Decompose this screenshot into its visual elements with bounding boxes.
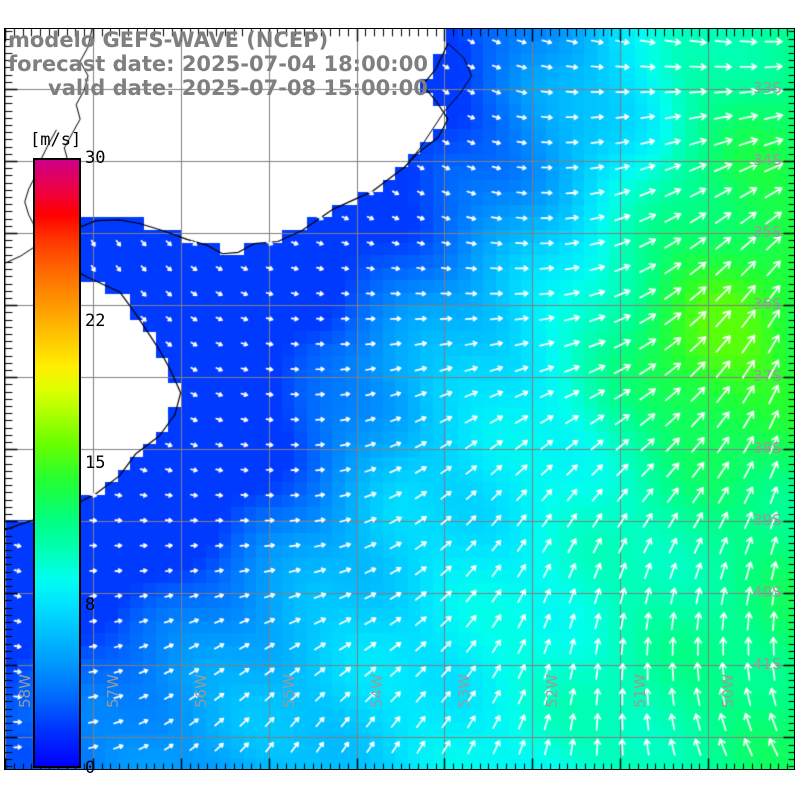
colorbar-tick-0: 0: [85, 758, 96, 778]
colorbar-gradient: [33, 158, 81, 768]
colorbar-tick-22: 22: [85, 310, 106, 331]
colorbar-tick-15: 15: [85, 453, 106, 473]
map-frame[interactable]: [4, 28, 795, 770]
colorbar-unit-label: [m/s]: [30, 130, 82, 150]
colorbar-tick-30: 30: [85, 148, 106, 168]
wind-speed-map[interactable]: [5, 29, 794, 769]
colorbar-legend: 30 22 15 8 0: [33, 148, 105, 778]
colorbar-tick-8: 8: [85, 595, 96, 616]
